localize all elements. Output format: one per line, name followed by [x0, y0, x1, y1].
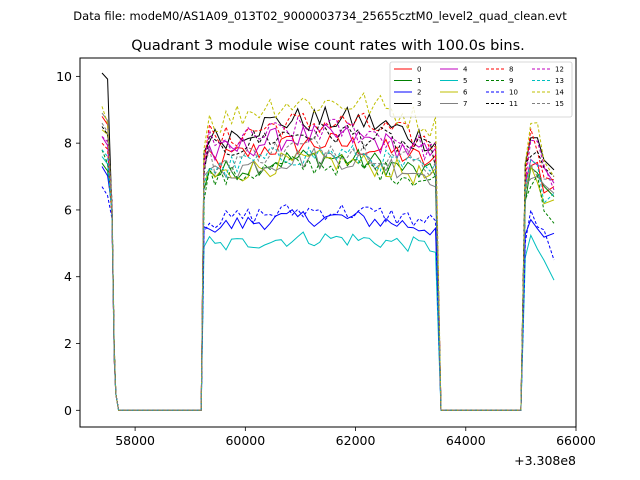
series-layer	[101, 72, 555, 411]
plot-frame	[80, 58, 576, 427]
series-line-6	[101, 129, 555, 411]
legend-label-12: 12	[555, 66, 564, 74]
x-tick-label: 64000	[446, 433, 486, 448]
x-tick-label: 62000	[336, 433, 376, 448]
series-line-7	[101, 112, 555, 411]
chart-title: Quadrant 3 module wise count rates with …	[131, 38, 525, 54]
plot-area	[79, 57, 577, 428]
series-line-13	[101, 144, 555, 411]
legend-label-15: 15	[555, 100, 564, 108]
legend-label-1: 1	[417, 77, 421, 85]
legend-label-14: 14	[555, 89, 564, 97]
series-line-14	[101, 91, 555, 411]
series-line-15	[101, 122, 555, 411]
y-axis: 0 2 4 6 8 10	[56, 69, 80, 418]
y-tick-label: 10	[56, 69, 72, 84]
legend-label-4: 4	[463, 66, 468, 74]
legend-label-11: 11	[509, 100, 518, 108]
y-tick-label: 2	[64, 336, 72, 351]
series-line-10	[101, 186, 555, 411]
series-line-8	[101, 112, 555, 411]
axes-border	[79, 57, 577, 428]
series-line-12	[101, 116, 555, 411]
legend-box	[389, 61, 573, 118]
legend-label-10: 10	[509, 89, 518, 97]
series-line-2	[101, 166, 555, 411]
y-tick-label: 6	[64, 202, 72, 217]
x-offset-label: +3.308e8	[514, 453, 576, 468]
series-line-9	[101, 149, 555, 411]
legend-label-8: 8	[509, 66, 513, 74]
legend-label-9: 9	[509, 77, 513, 85]
legend-label-3: 3	[417, 100, 421, 108]
legend-label-5: 5	[463, 77, 467, 85]
y-tick-label: 8	[64, 136, 72, 151]
x-axis: 58000 60000 62000 64000 66000	[115, 427, 596, 448]
legend-label-0: 0	[417, 66, 421, 74]
x-tick-label: 60000	[225, 433, 265, 448]
y-tick-label: 4	[64, 269, 72, 284]
legend-label-7: 7	[463, 100, 467, 108]
series-line-4	[101, 123, 555, 411]
series-line-5	[101, 156, 555, 411]
x-tick-label: 66000	[556, 433, 596, 448]
data-file-caption: Data file: modeM0/AS1A09_013T02_90000037…	[73, 9, 567, 23]
legend-label-13: 13	[555, 77, 564, 85]
x-tick-label: 58000	[115, 433, 155, 448]
series-line-11	[101, 121, 555, 411]
legend-label-6: 6	[463, 89, 468, 97]
legend-label-2: 2	[417, 89, 421, 97]
y-tick-label: 0	[64, 403, 72, 418]
